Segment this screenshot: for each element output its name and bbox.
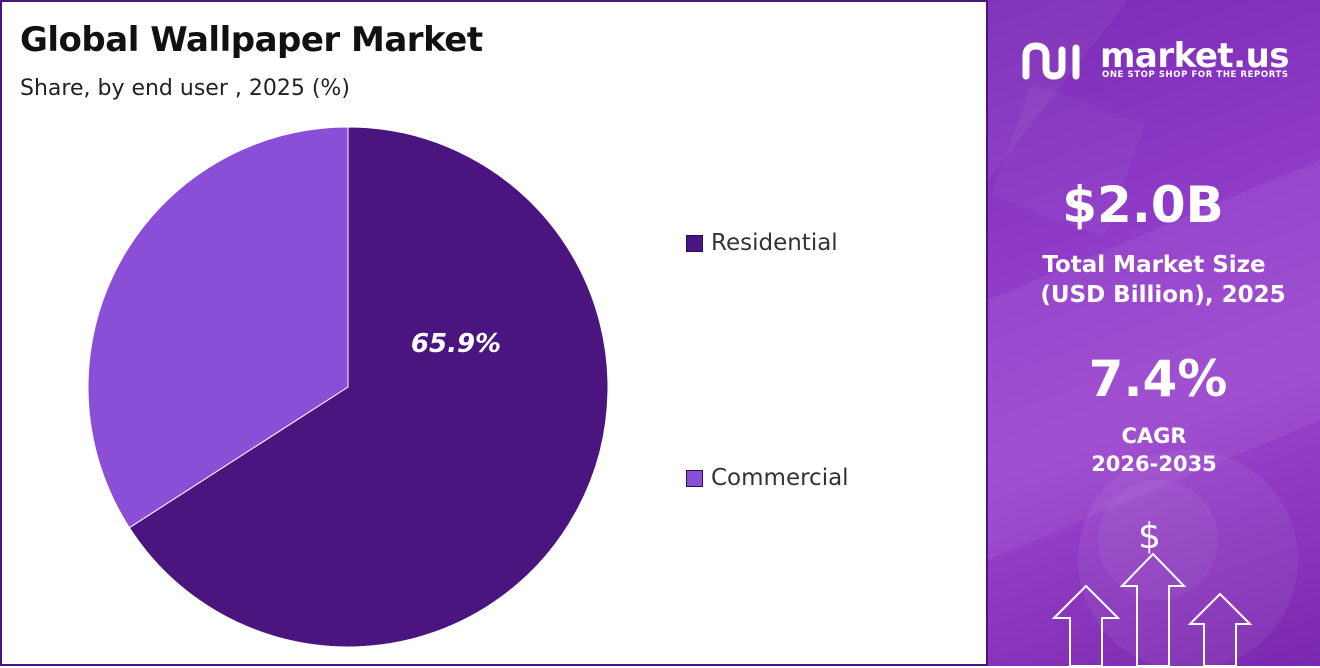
summary-panel: market.us ONE STOP SHOP FOR THE REPORTS … [988,0,1320,666]
brand-logo: market.us ONE STOP SHOP FOR THE REPORTS [1020,36,1300,86]
legend-label-commercial: Commercial [711,465,849,491]
market-size-label: Total Market Size (USD Billion), 2025 [988,250,1320,310]
legend-item-residential: Residential [686,230,838,256]
brand-name: market.us [1100,36,1290,76]
legend-swatch-residential [686,234,703,252]
chart-panel: Global Wallpaper Market Share, by end us… [0,0,988,666]
legend-label-residential: Residential [711,230,838,256]
chart-subtitle: Share, by end user , 2025 (%) [20,76,350,101]
chart-title: Global Wallpaper Market [20,20,483,60]
market-size-value: $2.0B [1062,176,1224,234]
cagr-label: CAGR 2026-2035 [988,422,1320,478]
market-us-logo-icon [1022,42,1080,80]
dollar-icon: $ [1138,516,1161,557]
legend-item-commercial: Commercial [686,465,849,491]
background-decoration [988,0,1320,666]
pie-data-labels: 65.9% [411,329,501,359]
up-arrow-icon [1051,552,1253,666]
legend-swatch-commercial [686,469,703,487]
market-size-label-line1: Total Market Size [1042,252,1266,278]
market-size-label-line2: (USD Billion), 2025 [1040,282,1286,308]
pie-slice-commercial [87,126,349,529]
brand-tagline: ONE STOP SHOP FOR THE REPORTS [1102,70,1289,80]
pie-slices [87,126,609,648]
cagr-value: 7.4% [1088,350,1228,408]
cagr-label-line2: 2026-2035 [1091,452,1217,476]
cagr-label-line1: CAGR [1121,424,1187,448]
pie-chart: 65.9% [87,126,609,648]
pie-data-label-residential: 65.9% [411,329,501,359]
pie-slice-residential [128,126,609,648]
